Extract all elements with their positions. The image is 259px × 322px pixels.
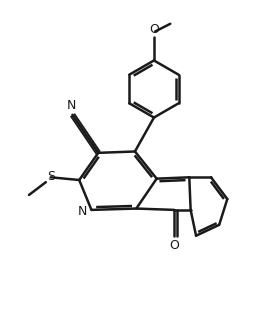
Text: O: O — [149, 23, 159, 36]
Text: S: S — [47, 170, 55, 183]
Text: N: N — [66, 99, 76, 111]
Text: N: N — [78, 205, 87, 218]
Text: O: O — [169, 239, 179, 252]
